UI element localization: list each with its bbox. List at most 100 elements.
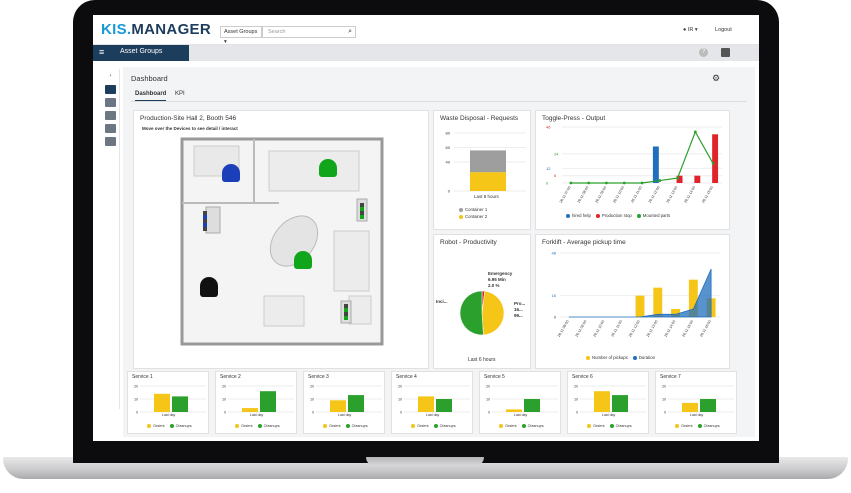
service-ytick: 10 bbox=[310, 398, 314, 402]
device-green-top[interactable] bbox=[319, 159, 337, 177]
waste-bar-container2 bbox=[470, 172, 506, 191]
service-legend: Orders Cleanups bbox=[406, 424, 456, 428]
waste-panel: Waste Disposal - Requests 0 40 60 80 Last 8… bbox=[433, 110, 531, 230]
toggle-xtick: 26.11 08:00 bbox=[577, 185, 590, 203]
service-bar-orders bbox=[154, 393, 170, 412]
forklift-ytick: 16 bbox=[552, 293, 557, 298]
toggle-xtick: 26.11 12:00 bbox=[648, 185, 661, 203]
toggle-point-mounted bbox=[693, 130, 697, 134]
robot-slice-2 bbox=[459, 290, 484, 336]
robot-chart[interactable] bbox=[434, 235, 532, 370]
dashboard-grid-icon[interactable] bbox=[105, 85, 116, 94]
toggle-ytick: 24 bbox=[554, 151, 559, 156]
waste-ytick: 0 bbox=[448, 189, 451, 194]
document-icon[interactable] bbox=[105, 137, 116, 146]
service-bar-cleanups bbox=[172, 396, 188, 412]
toggle-bar-stop bbox=[676, 175, 683, 183]
service-ytick: 20 bbox=[662, 385, 666, 389]
legend-cleanups: Cleanups bbox=[615, 424, 632, 428]
device-icon[interactable] bbox=[105, 111, 116, 120]
service-ytick: 20 bbox=[486, 385, 490, 389]
gear-icon[interactable]: ⚙ bbox=[712, 73, 721, 83]
search-placeholder: Search bbox=[268, 29, 286, 35]
service-panel[interactable]: Service 3 0 10 20 Last day Orders Cleanups bbox=[303, 371, 385, 434]
service-panel[interactable]: Service 7 0 10 20 Last day Orders Cleanups bbox=[655, 371, 737, 434]
signal-light-3[interactable] bbox=[344, 304, 348, 320]
legend-container-1: Container 1 bbox=[465, 207, 488, 212]
toggle-title: Toggle-Press - Output bbox=[542, 115, 606, 122]
legend-pickups: Number of pickups bbox=[592, 355, 628, 360]
toggle-ytick: 6 bbox=[554, 173, 557, 178]
user-menu[interactable]: ● IR ▾ bbox=[683, 27, 698, 33]
service-title: Service 2 bbox=[220, 374, 241, 380]
service-ytick: 20 bbox=[222, 385, 226, 389]
device-green-mid[interactable] bbox=[294, 251, 312, 269]
device-blue-top[interactable] bbox=[222, 164, 240, 182]
service-panel[interactable]: Service 6 0 10 20 Last day Orders Cleanups bbox=[567, 371, 649, 434]
floor-plan-title: Production-Site Hall 2, Booth 546 bbox=[140, 115, 237, 122]
legend-cleanups: Cleanups bbox=[703, 424, 720, 428]
logo[interactable]: KIS.MANAGER bbox=[101, 21, 211, 38]
service-chart: 0 10 20 bbox=[310, 385, 382, 415]
service-chart: 0 10 20 bbox=[486, 385, 558, 415]
logout-link[interactable]: Logout bbox=[715, 27, 732, 33]
robot-label-min: 6.95 Min bbox=[488, 277, 506, 282]
tab-divider bbox=[131, 101, 747, 102]
service-ytick: 0 bbox=[312, 411, 314, 415]
service-title: Service 1 bbox=[132, 374, 153, 380]
forklift-xtick: 26.11 16:00 bbox=[699, 319, 712, 337]
toggle-point-mounted bbox=[587, 181, 591, 185]
service-title: Service 5 bbox=[484, 374, 505, 380]
robot-label-right3: 99... bbox=[514, 313, 523, 318]
forklift-xtick: 26.11 10:00 bbox=[592, 319, 605, 337]
forklift-title: Forklift - Average pickup time bbox=[542, 239, 626, 246]
forklift-chart[interactable]: 0 16 48 26.11 08:00 26.11 09:00 26.11 10:00 26… bbox=[536, 235, 731, 370]
legend-cleanups: Cleanups bbox=[351, 424, 368, 428]
forklift-xtick: 26.11 11:00 bbox=[610, 320, 623, 338]
chevron-right-icon[interactable]: › bbox=[109, 73, 112, 79]
service-xlabel: Last day bbox=[602, 413, 616, 417]
service-ytick: 0 bbox=[664, 411, 666, 415]
robot-title: Robot - Productivity bbox=[440, 239, 497, 246]
service-xlabel: Last day bbox=[162, 413, 176, 417]
toggle-xtick: 26.11 14:00 bbox=[683, 185, 696, 203]
waste-xlabel: Last 8 hours bbox=[474, 194, 499, 199]
service-bar-orders bbox=[682, 402, 698, 412]
toggle-point-mounted bbox=[640, 181, 644, 185]
asset-groups-select[interactable]: Asset Groups ▾ bbox=[220, 26, 262, 45]
service-ytick: 10 bbox=[222, 398, 226, 402]
service-panel[interactable]: Service 5 0 10 20 Last day Orders Cleanups bbox=[479, 371, 561, 434]
service-panel[interactable]: Service 2 0 10 20 Last day Orders Cleanups bbox=[215, 371, 297, 434]
tab-kpi[interactable]: KPI bbox=[175, 91, 185, 97]
service-panel[interactable]: Service 4 0 10 20 Last day Orders Cleanups bbox=[391, 371, 473, 434]
service-legend: Orders Cleanups bbox=[582, 424, 632, 428]
toggle-xtick: 26.11 11:00 bbox=[630, 186, 643, 204]
waste-legend-1: Container 1 bbox=[454, 207, 487, 212]
package-icon[interactable] bbox=[721, 48, 730, 57]
signal-light-2[interactable] bbox=[360, 203, 364, 219]
service-ytick: 0 bbox=[136, 411, 138, 415]
tiles-icon[interactable] bbox=[105, 98, 116, 107]
device-black[interactable] bbox=[200, 277, 218, 297]
help-icon[interactable]: ? bbox=[699, 48, 708, 57]
toggle-ytick: 12 bbox=[546, 166, 551, 171]
network-icon[interactable] bbox=[105, 124, 116, 133]
service-chart: 0 10 20 bbox=[662, 385, 734, 415]
signal-light-1[interactable] bbox=[203, 211, 207, 231]
service-panel[interactable]: Service 1 0 10 20 Last day Orders Cleanups bbox=[127, 371, 209, 434]
service-title: Service 4 bbox=[396, 374, 417, 380]
legend-production-stop: Production stop bbox=[601, 213, 632, 218]
robot-xlabel: Last 6 hours bbox=[468, 357, 496, 363]
hamburger-icon[interactable]: ≡ bbox=[99, 47, 105, 57]
service-bar-orders bbox=[242, 408, 258, 412]
floor-plan-map[interactable] bbox=[134, 111, 430, 370]
search-icon[interactable]: ⌕ bbox=[348, 28, 352, 35]
waste-chart[interactable]: 0 40 60 80 bbox=[434, 111, 532, 231]
asset-groups-nav[interactable]: ≡ Asset Groups bbox=[93, 45, 189, 61]
search-input[interactable]: Search ⌕ bbox=[262, 26, 356, 38]
forklift-xtick: 26.11 15:00 bbox=[681, 319, 694, 337]
forklift-xtick: 26.11 12:00 bbox=[628, 319, 641, 337]
toggle-point-mounted bbox=[622, 181, 626, 185]
